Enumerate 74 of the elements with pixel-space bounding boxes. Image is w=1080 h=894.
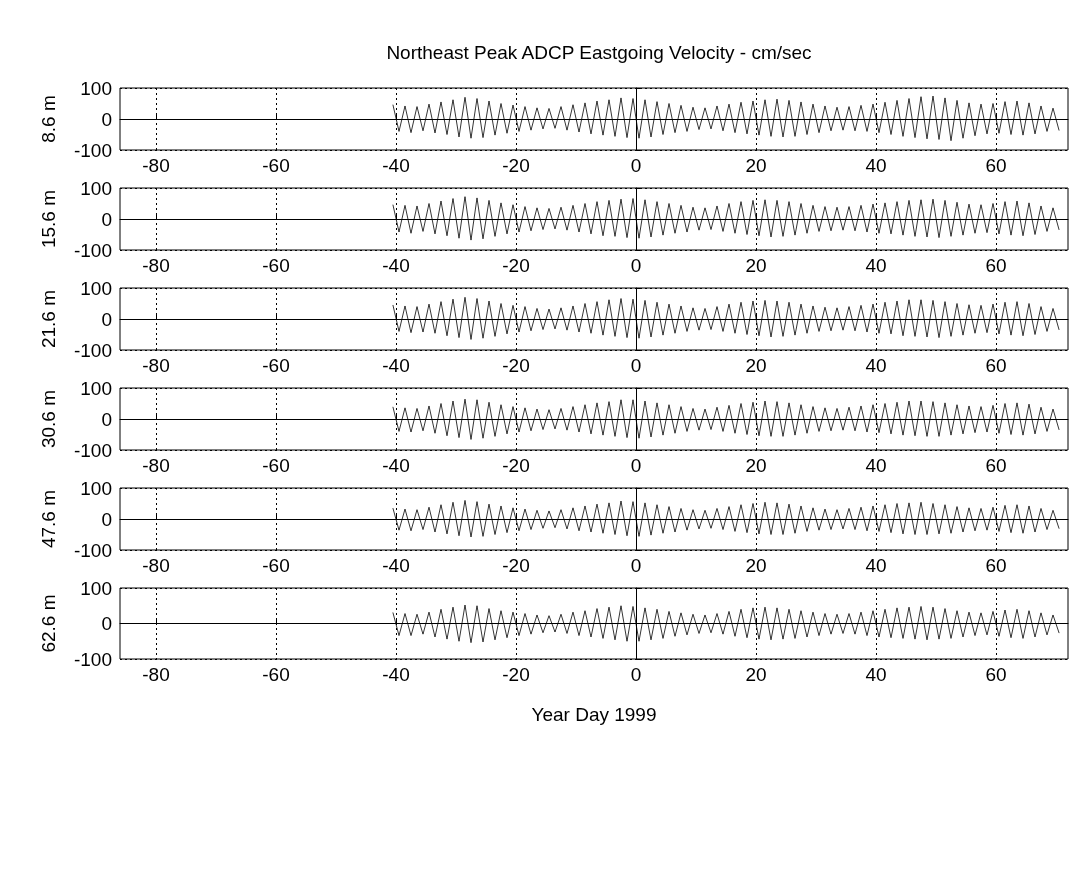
x-tick-label: -20 [502,555,530,576]
x-tick-label: 60 [985,355,1007,376]
x-tick-label: 40 [865,155,887,176]
y-tick-label: 0 [101,613,112,634]
x-tick-label: 40 [865,555,887,576]
y-axis-title: 30.6 m [38,389,59,449]
x-tick-label: 20 [745,355,767,376]
y-tick-label: -100 [73,539,112,561]
x-tick-label: 0 [630,555,642,576]
x-tick-label: -80 [142,355,170,376]
x-tick-label: -40 [382,355,410,376]
x-tick-label: 20 [745,455,767,476]
x-tick-label: -60 [262,255,290,276]
x-axis-title: Year Day 1999 [531,704,657,725]
x-tick-label: -20 [502,455,530,476]
x-tick-label: -60 [262,664,290,685]
y-tick-label: -100 [73,139,112,161]
y-tick-label: -100 [73,648,112,670]
x-tick-label: -20 [502,255,530,276]
x-tick-label: 40 [865,355,887,376]
y-tick-label: 0 [101,508,112,530]
x-tick-label: -80 [142,664,170,685]
x-tick-label: 20 [745,555,767,576]
x-tick-label: -40 [382,455,410,476]
y-tick-label: 100 [80,177,112,199]
x-tick-label: 40 [865,664,887,685]
x-tick-label: 20 [745,155,767,176]
x-tick-label: -40 [382,555,410,576]
x-tick-label: 60 [985,664,1007,685]
y-axis-title: 21.6 m [38,289,59,349]
y-tick-label: 0 [101,108,112,130]
x-tick-label: -60 [262,155,290,176]
x-tick-label: -20 [502,155,530,176]
x-tick-label: -20 [502,355,530,376]
x-tick-label: 0 [630,664,642,685]
x-tick-label: 60 [985,455,1007,476]
x-tick-label: -80 [142,555,170,576]
x-tick-label: -80 [142,455,170,476]
y-tick-label: 100 [80,277,112,299]
y-tick-label: 100 [80,477,112,499]
y-tick-label: 0 [101,208,112,230]
x-tick-label: 60 [985,555,1007,576]
y-axis-title: 62.6 m [38,594,59,653]
y-axis-title: 15.6 m [38,189,59,249]
y-tick-label: 0 [101,308,112,330]
y-axis-title: 47.6 m [38,489,59,549]
y-tick-label: 100 [80,77,112,99]
x-tick-label: 0 [630,255,642,276]
x-tick-label: 0 [630,155,642,176]
x-tick-label: 40 [865,255,887,276]
x-tick-label: 20 [745,664,767,685]
y-tick-label: -100 [73,239,112,261]
y-tick-label: 100 [80,377,112,399]
x-tick-label: 60 [985,255,1007,276]
x-tick-label: -60 [262,355,290,376]
x-tick-label: 0 [630,455,642,476]
chart-title: Northeast Peak ADCP Eastgoing Velocity - cm/sec [386,42,812,63]
y-tick-label: 100 [80,577,112,599]
x-tick-label: 20 [745,255,767,276]
x-tick-label: -60 [262,555,290,576]
x-tick-label: -80 [142,155,170,176]
x-tick-label: -20 [502,664,530,685]
x-tick-label: 40 [865,455,887,476]
x-tick-label: -40 [382,664,410,685]
y-tick-label: 0 [101,408,112,430]
x-tick-label: 60 [985,155,1007,176]
x-tick-label: -60 [262,455,290,476]
y-tick-label: -100 [73,339,112,361]
x-tick-label: -80 [142,255,170,276]
x-tick-label: -40 [382,255,410,276]
x-tick-label: -40 [382,155,410,176]
y-axis-title: 8.6 m [38,95,59,143]
x-tick-label: 0 [630,355,642,376]
y-tick-label: -100 [73,439,112,461]
